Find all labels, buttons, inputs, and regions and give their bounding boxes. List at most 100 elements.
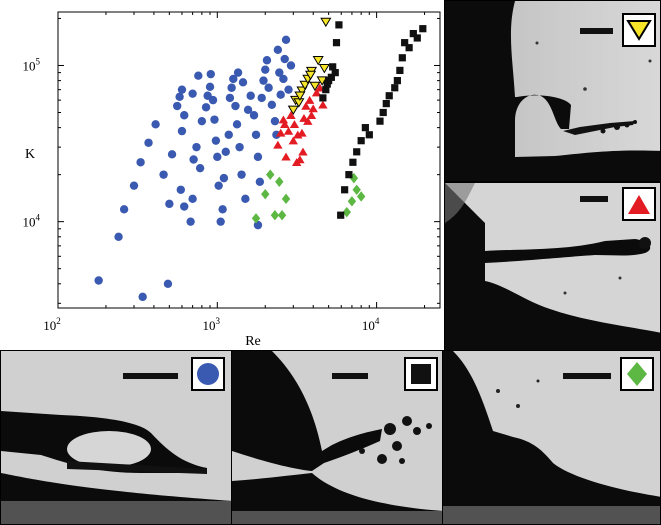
data-point-triangle-down xyxy=(312,56,324,66)
data-point-triangle-up xyxy=(297,128,307,137)
data-point-diamond xyxy=(281,193,291,205)
data-point-square xyxy=(393,77,401,85)
data-point-circle xyxy=(159,170,168,179)
data-point-square xyxy=(396,66,404,75)
data-point-diamond xyxy=(270,209,280,221)
data-point-circle xyxy=(276,90,285,99)
inset-photo-yellow xyxy=(444,0,661,182)
y-tick-label: 104 xyxy=(23,213,41,230)
data-point-square xyxy=(409,29,417,38)
data-point-square xyxy=(419,25,427,33)
data-point-circle xyxy=(165,199,174,209)
data-point-diamond xyxy=(261,188,270,200)
data-point-triangle-up xyxy=(298,147,308,156)
data-point-circle xyxy=(255,177,265,186)
data-point-square xyxy=(332,39,341,47)
data-point-circle xyxy=(279,74,288,84)
data-point-diamond xyxy=(251,213,261,224)
data-point-circle xyxy=(219,173,229,183)
data-point-circle xyxy=(284,85,293,94)
chart-panel: 102 103 104 104 105 Re K xyxy=(0,0,445,350)
inset-legend-box-black xyxy=(404,357,438,391)
data-point-square xyxy=(365,131,373,139)
inset-photo-black xyxy=(231,350,443,525)
data-point-circle xyxy=(94,276,103,285)
data-point-circle xyxy=(275,68,284,77)
data-point-square xyxy=(391,84,399,92)
inset-legend-box-blue xyxy=(191,357,225,391)
data-point-diamond xyxy=(342,206,352,218)
data-point-circle xyxy=(206,69,215,79)
data-point-square xyxy=(331,69,339,77)
data-point-circle xyxy=(114,232,123,241)
data-point-triangle-up xyxy=(275,128,286,137)
scale-bar xyxy=(580,28,613,34)
data-point-square xyxy=(376,117,384,125)
data-point-circle xyxy=(273,45,283,55)
data-point-circle xyxy=(235,142,244,152)
data-point-triangle-up xyxy=(280,120,290,129)
data-point-circle xyxy=(180,111,189,120)
data-point-diamond xyxy=(277,209,287,221)
data-point-triangle-up xyxy=(281,152,291,161)
data-point-circle xyxy=(197,116,207,126)
data-point-triangle-up xyxy=(278,115,289,124)
data-point-circle xyxy=(208,95,218,105)
data-point-circle xyxy=(119,205,129,214)
data-point-square xyxy=(327,73,335,81)
splash-image xyxy=(232,351,442,524)
data-point-circle xyxy=(280,54,289,64)
scale-bar xyxy=(563,373,611,379)
inset-photo-red xyxy=(444,182,661,351)
data-point-circle xyxy=(281,35,291,45)
data-point-triangle-down xyxy=(287,105,299,116)
data-point-circle xyxy=(221,147,230,157)
triangle-down-icon xyxy=(626,20,652,41)
data-point-circle xyxy=(267,100,277,110)
y-tick-label: 105 xyxy=(23,56,41,73)
x-tick-label: 104 xyxy=(362,316,380,333)
data-point-square xyxy=(405,44,413,52)
data-point-triangle-up xyxy=(315,83,325,92)
data-point-square xyxy=(385,92,393,100)
data-point-circle xyxy=(253,152,263,162)
data-point-circle xyxy=(225,93,235,103)
data-point-square xyxy=(335,21,343,29)
data-point-square xyxy=(357,137,365,145)
data-point-circle xyxy=(201,103,211,112)
data-point-circle xyxy=(286,61,296,70)
data-point-circle xyxy=(138,292,147,302)
data-point-triangle-up xyxy=(311,88,322,97)
data-point-square xyxy=(413,34,421,42)
data-point-triangle-up xyxy=(306,111,317,119)
x-axis-label: Re xyxy=(245,334,261,349)
data-point-diamond xyxy=(275,176,284,187)
data-point-circle xyxy=(231,101,240,111)
data-point-diamond xyxy=(352,184,361,195)
data-point-triangle-up xyxy=(318,100,328,109)
data-point-circle xyxy=(186,217,195,226)
data-point-square xyxy=(341,186,349,194)
data-point-circle xyxy=(177,85,187,94)
data-point-circle xyxy=(213,152,222,162)
data-point-diamond xyxy=(347,196,357,207)
data-point-diamond xyxy=(356,191,366,202)
plot-area xyxy=(57,11,441,309)
data-point-circle xyxy=(237,170,246,179)
data-point-circle xyxy=(177,126,187,136)
data-point-circle xyxy=(229,74,238,84)
data-point-square xyxy=(353,148,361,156)
data-point-square xyxy=(319,94,327,102)
data-point-circle xyxy=(249,111,259,120)
x-tick-label: 103 xyxy=(203,316,221,333)
data-point-circle xyxy=(211,136,221,145)
data-point-triangle-down xyxy=(299,80,311,91)
data-point-triangle-up xyxy=(283,126,294,135)
data-point-circle xyxy=(216,217,225,226)
data-point-triangle-down xyxy=(318,64,330,74)
triangle-up-icon xyxy=(628,195,650,214)
y-axis-label: K xyxy=(25,147,35,162)
scale-bar xyxy=(123,373,178,379)
data-point-circle xyxy=(151,120,160,129)
